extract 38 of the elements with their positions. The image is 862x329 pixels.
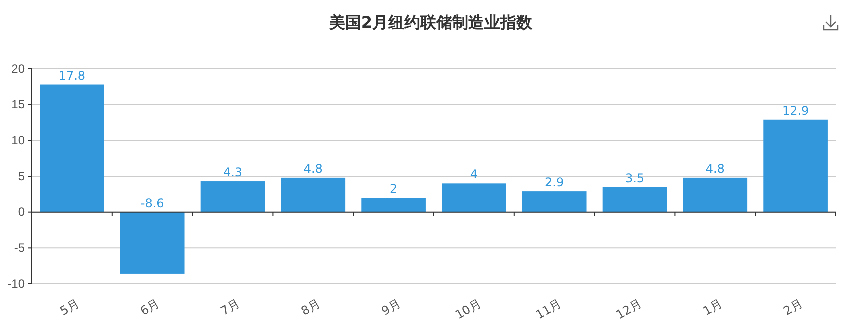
bar — [200, 182, 266, 212]
bar — [362, 198, 426, 212]
data-label: 4 — [470, 168, 478, 182]
bar — [40, 84, 104, 212]
data-label: 4.8 — [706, 162, 725, 176]
x-tick-label: 8月 — [298, 296, 323, 318]
bar — [442, 184, 506, 212]
x-tick-label: 2月 — [781, 296, 806, 318]
bar — [764, 120, 828, 212]
y-tick-label: 15 — [12, 98, 26, 112]
x-tick-label: 5月 — [58, 296, 82, 318]
y-tick-label: 20 — [12, 62, 26, 76]
data-label: 4.8 — [304, 162, 323, 176]
y-tick-label: 10 — [12, 134, 26, 148]
chart-title: 美国2月纽约联储制造业指数 — [328, 13, 534, 32]
bar — [683, 178, 748, 212]
bar — [281, 178, 346, 212]
x-tick-label: 6月 — [138, 296, 162, 318]
data-label: 2.9 — [545, 176, 564, 190]
data-label: 17.8 — [58, 68, 86, 83]
x-tick-label: 12月 — [614, 296, 644, 322]
x-tick-label: 10月 — [453, 296, 484, 322]
x-tick-label: 7月 — [218, 296, 242, 318]
bar — [120, 212, 185, 274]
data-label: 2 — [390, 182, 398, 196]
x-tick-label: 11月 — [533, 296, 564, 322]
bar — [522, 192, 587, 212]
x-tick-label: 1月 — [700, 296, 725, 318]
bar — [602, 187, 668, 212]
y-tick-label: -5 — [14, 241, 26, 256]
y-tick-label: -10 — [8, 276, 26, 291]
data-label: 4.3 — [223, 166, 243, 180]
data-label: 3.5 — [625, 171, 645, 186]
data-label: 12.9 — [782, 104, 810, 118]
y-tick-label: 5 — [18, 169, 26, 184]
data-label: -8.6 — [140, 196, 164, 210]
y-tick-label: 0 — [18, 205, 26, 220]
x-tick-label: 9月 — [379, 296, 404, 318]
